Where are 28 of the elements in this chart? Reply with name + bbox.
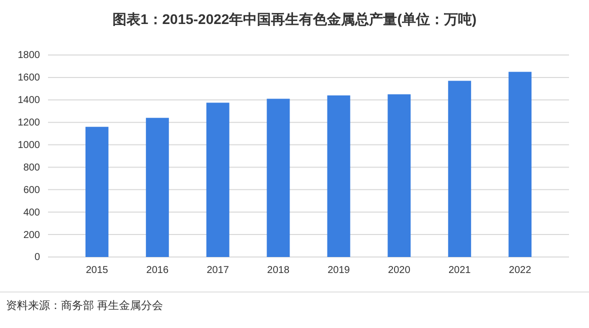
x-tick-label: 2016: [146, 265, 169, 276]
bar: [85, 126, 108, 257]
y-tick-label: 1800: [18, 50, 40, 62]
bar: [388, 94, 411, 257]
chart-title: 图表1：2015-2022年中国再生有色金属总产量(单位：万吨): [112, 11, 477, 27]
y-tick-label: 200: [23, 230, 40, 241]
x-tick-label: 2022: [508, 265, 532, 276]
y-tick-label: 1200: [18, 118, 40, 129]
x-tick-label: 2019: [328, 265, 350, 276]
y-tick-label: 1400: [18, 95, 40, 106]
x-tick-label: 2017: [206, 265, 230, 276]
x-tick-label: 2020: [388, 265, 411, 276]
y-tick-label: 0: [34, 252, 40, 264]
bar: [508, 72, 532, 257]
y-tick-label: 1000: [18, 140, 40, 151]
bar: [146, 118, 169, 257]
bar: [206, 102, 230, 257]
y-tick-label: 1600: [18, 72, 40, 84]
bar: [266, 98, 290, 257]
x-tick-label: 2021: [448, 265, 472, 276]
text: 资料来源：商务部 再生金属分会: [6, 299, 164, 312]
y-tick-label: 400: [23, 207, 40, 218]
y-tick-label: 600: [23, 184, 40, 196]
y-tick-label: 800: [23, 162, 40, 174]
x-tick-label: 2018: [267, 265, 290, 276]
x-tick-label: 2015: [86, 265, 109, 276]
bar: [448, 80, 472, 257]
bar: [327, 95, 350, 257]
